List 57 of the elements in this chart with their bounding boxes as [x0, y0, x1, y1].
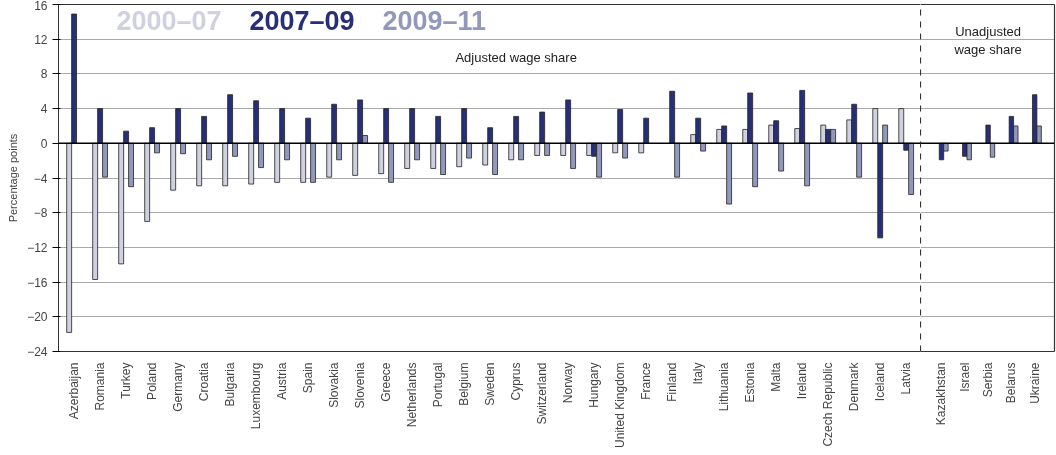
y-tick-label: 16 — [34, 0, 48, 13]
x-tick-label: Hungary — [587, 362, 602, 408]
x-tick-label: Bulgaria — [223, 362, 238, 407]
x-tick-label: Iceland — [873, 362, 888, 402]
y-tick-label: −20 — [27, 310, 48, 325]
x-tick-label: Croatia — [197, 362, 212, 402]
text: 2007–09 — [249, 6, 355, 37]
bar — [820, 124, 827, 144]
x-tick-label: Lithuania — [717, 362, 732, 412]
y-tick-label: −24 — [27, 345, 48, 359]
text: 2009–11 — [382, 6, 487, 37]
x-tick-label: Netherlands — [405, 362, 420, 428]
annotation: Unadjusted wage share — [953, 24, 1022, 58]
y-axis-title: Percentage points — [7, 133, 20, 223]
x-tick-label: United Kingdom — [613, 362, 628, 448]
x-tick-label: Greece — [379, 362, 394, 402]
y-tick-label: 4 — [40, 102, 48, 117]
x-tick-label: Estonia — [743, 362, 758, 403]
x-tick-label: Austria — [275, 362, 290, 400]
x-tick-label: Slovenia — [353, 362, 368, 409]
x-tick-label: Switzerland — [535, 362, 550, 425]
x-tick-label: Belgium — [457, 362, 472, 406]
x-tick-label: Azerbaijan — [67, 362, 82, 420]
bar — [1032, 94, 1038, 144]
x-tick-label: France — [639, 362, 654, 400]
x-tick-label: Luxembourg — [249, 362, 264, 430]
x-tick-label: Spain — [301, 362, 316, 394]
y-tick-label: 12 — [34, 32, 48, 47]
y-tick-label: −8 — [33, 206, 48, 221]
x-tick-label: Poland — [145, 362, 160, 400]
y-tick-label: 0 — [40, 136, 48, 151]
x-tick-label: Malta — [769, 362, 784, 392]
x-tick-label: Sweden — [483, 362, 498, 406]
x-tick-label: Denmark — [847, 361, 862, 412]
x-tick-label: Latvia — [899, 362, 914, 395]
y-tick-label: 8 — [40, 67, 48, 82]
annotation: Adjusted wage share — [455, 49, 577, 65]
x-tick-label: Italy — [691, 362, 706, 385]
x-tick-label: Finland — [665, 362, 680, 402]
x-tick-label: Germany — [171, 362, 186, 412]
x-tick-label: Ukraine — [1027, 362, 1042, 404]
x-tick-label: Slovakia — [327, 362, 342, 408]
x-tick-label: Serbia — [981, 362, 996, 398]
x-tick-label: Israel — [957, 362, 972, 392]
x-tick-label: Ireland — [795, 362, 810, 400]
x-tick-label: Belarus — [1004, 362, 1019, 404]
bar — [966, 142, 972, 161]
x-tick-label: Turkey — [119, 362, 134, 399]
x-tick-label: Kazakhstan — [934, 362, 949, 426]
y-tick-label: −12 — [27, 240, 48, 255]
x-tick-label: Portugal — [431, 362, 446, 408]
x-tick-label: Romania — [93, 362, 108, 411]
x-tick-label: Norway — [561, 362, 576, 404]
x-tick-label: Cyprus — [509, 362, 524, 401]
y-tick-label: −16 — [27, 275, 48, 290]
x-tick-label: Czech Republic — [821, 362, 836, 447]
y-tick-label: −4 — [33, 171, 48, 186]
